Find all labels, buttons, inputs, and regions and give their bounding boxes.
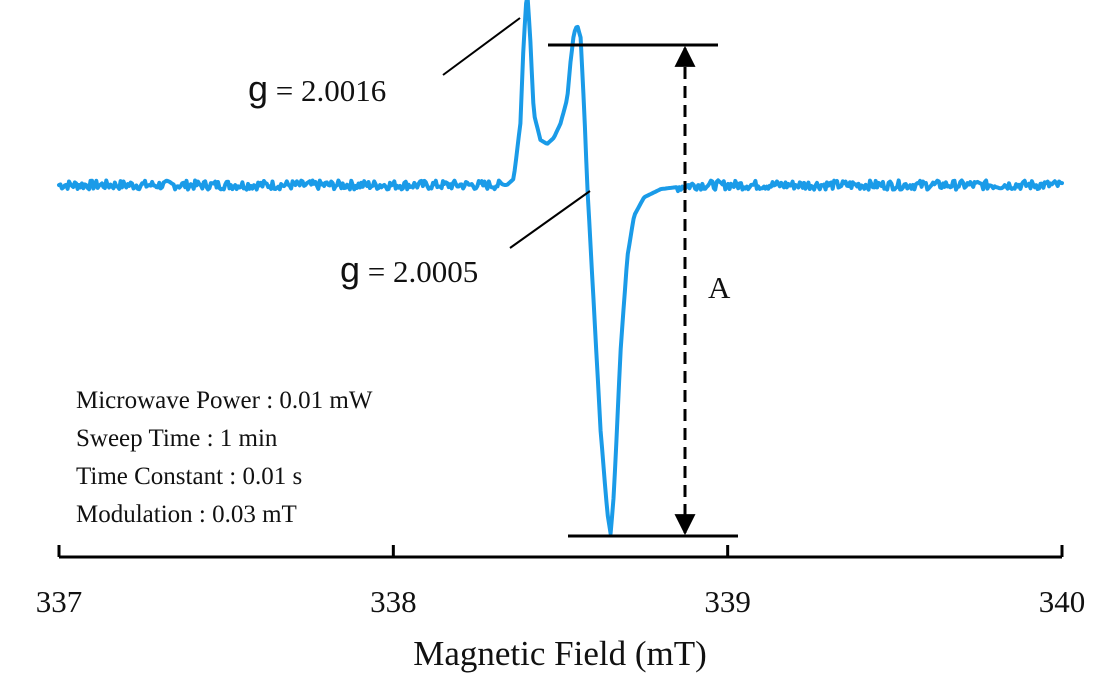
x-tick-label: 339 — [704, 584, 751, 619]
parameter-sweep-time: Sweep Time : 1 min — [76, 425, 278, 452]
g-value-annotation-2: g = 2.0005 — [340, 190, 591, 290]
g-value-annotation-1: g = 2.0016 — [248, 17, 521, 109]
x-axis: 337 338 339 340 — [36, 545, 1086, 619]
x-axis-ticks: 337 338 339 340 — [36, 545, 1086, 619]
amplitude-indicator: A — [548, 43, 738, 538]
spectrum-trace — [57, 0, 1064, 536]
parameter-time-constant: Time Constant : 0.01 s — [76, 463, 302, 490]
amplitude-label: A — [708, 270, 731, 305]
x-tick-label: 340 — [1039, 584, 1086, 619]
g-value-label-2: g = 2.0005 — [340, 249, 478, 290]
g-value-leader-line-1 — [442, 17, 521, 76]
parameter-microwave-power: Microwave Power : 0.01 mW — [76, 387, 373, 414]
parameter-modulation: Modulation : 0.03 mT — [76, 501, 297, 528]
g-value-leader-line-2 — [509, 190, 591, 249]
x-tick-label: 338 — [370, 584, 417, 619]
measurement-parameters: Microwave Power : 0.01 mW Sweep Time : 1… — [76, 387, 373, 528]
g-value-label-1: g = 2.0016 — [248, 68, 386, 109]
x-tick-label: 337 — [36, 584, 83, 619]
x-axis-label: Magnetic Field (mT) — [413, 634, 707, 673]
